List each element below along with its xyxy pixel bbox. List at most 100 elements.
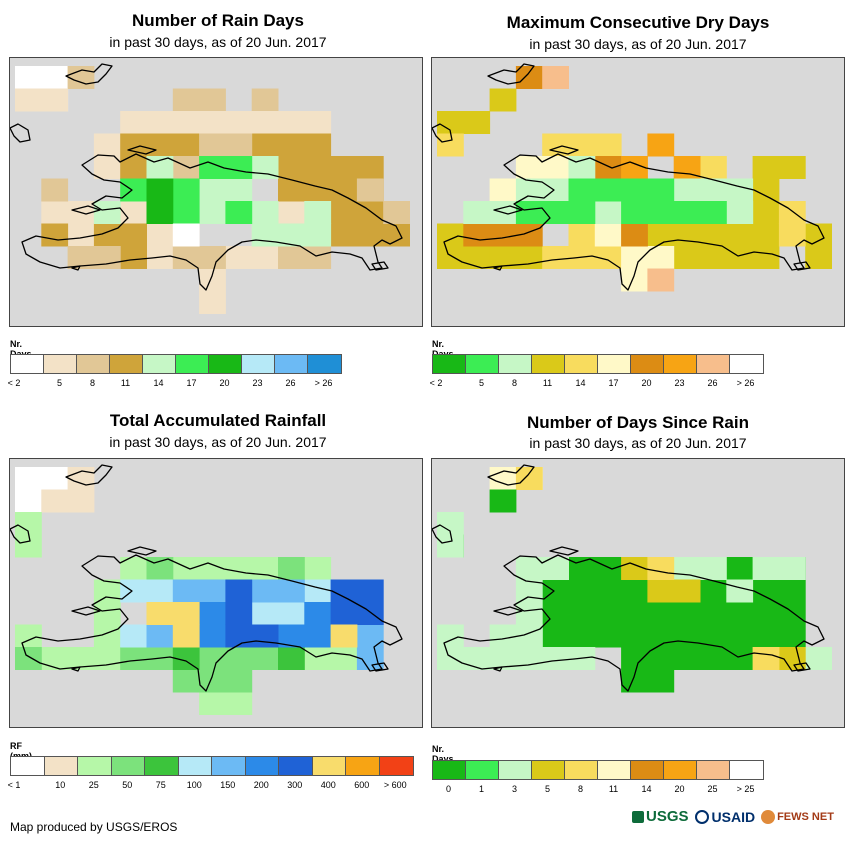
- gonave-coastline: [493, 205, 523, 215]
- map-total-rainfall[interactable]: [9, 458, 423, 728]
- legend-tick-label: 0: [445, 784, 452, 794]
- grid-cell: [199, 692, 253, 715]
- grid-cell: [172, 178, 200, 224]
- grid-cell: [172, 624, 200, 648]
- caicos-coastline: [65, 464, 113, 486]
- legend-tick-label: 14: [641, 784, 652, 794]
- tortuga-coastline: [549, 546, 579, 556]
- saona-coastline: [793, 261, 811, 271]
- grid-cell: [93, 579, 121, 648]
- grid-cell: [805, 223, 832, 269]
- grid-cell: [437, 647, 596, 670]
- grid-cell: [805, 647, 832, 670]
- inagua-coastline: [10, 524, 31, 544]
- grid-cell: [120, 579, 174, 603]
- grid-cell: [41, 647, 121, 670]
- caicos-coastline: [65, 63, 113, 85]
- map-rain-days[interactable]: [9, 57, 423, 327]
- grid-cell: [594, 201, 622, 224]
- grid-cell: [330, 624, 358, 648]
- legend-tick-label: < 2: [429, 378, 443, 388]
- grid-cell: [515, 66, 543, 89]
- legend-tick-label: 3: [511, 784, 518, 794]
- legend-tick-label: 25: [707, 784, 718, 794]
- legend-tick-label: 23: [674, 378, 685, 388]
- map-days-since-rain[interactable]: [431, 458, 845, 728]
- grid-cell: [356, 178, 384, 202]
- grid-cell: [251, 647, 279, 670]
- grid-cell: [199, 624, 226, 648]
- grid-cell: [146, 602, 200, 625]
- legend-swatch: [308, 355, 341, 373]
- legend-tick-label: < 1: [7, 780, 21, 790]
- legend-swatch: [275, 355, 308, 373]
- panel-title: Number of Rain Days: [132, 11, 304, 30]
- legend-swatch: [631, 355, 664, 373]
- usgs-logo: USGS: [632, 808, 689, 825]
- grid-cell: [330, 156, 384, 179]
- legend-swatch: [379, 757, 413, 775]
- legend-swatch: [499, 761, 532, 779]
- legend-tick-label: > 600: [383, 780, 407, 790]
- tortuga-coastline: [549, 145, 579, 155]
- grid-cell: [225, 579, 253, 625]
- panel-subtitle: in past 30 days, as of 20 Jun. 2017: [529, 36, 747, 52]
- grid-cell: [67, 66, 95, 89]
- legend-bar: [432, 760, 764, 780]
- legend-tick-label: 5: [544, 784, 551, 794]
- map-svg: [10, 63, 410, 314]
- legend-tick-label: 600: [354, 780, 370, 790]
- grid-cell: [225, 624, 279, 648]
- hispaniola-coastline: [21, 554, 403, 692]
- legend-swatch: [532, 761, 565, 779]
- legend-ticks: < 1 10 25 50 75 100 150 200 300 400 600 > 600: [7, 780, 412, 792]
- legend-title: Nr. Days: [432, 744, 454, 764]
- grid-cell: [304, 201, 332, 224]
- fewsnet-logo: FEWS NET: [761, 809, 834, 824]
- tortuga-coastline: [127, 145, 157, 155]
- grid-cell: [251, 579, 305, 603]
- grid-cell: [199, 156, 253, 179]
- legend-bar: [432, 354, 764, 374]
- legend-swatch: [11, 757, 45, 775]
- legend-swatch: [44, 355, 77, 373]
- legend-tick-label: 20: [219, 378, 230, 388]
- legend-swatch: [598, 355, 631, 373]
- panel-title: Total Accumulated Rainfall: [109, 411, 327, 430]
- legend-swatch: [111, 757, 145, 775]
- ile-a-vache-coastline: [71, 666, 81, 672]
- legend-swatch: [433, 761, 466, 779]
- panel-subtitle: in past 30 days, as of 20 Jun. 2017: [109, 434, 327, 450]
- grid-cell: [489, 88, 517, 112]
- legend-tick-label: > 25: [736, 784, 755, 794]
- legend-tick-label: 20: [674, 784, 685, 794]
- panel-subtitle: in past 30 days, as of 20 Jun. 2017: [529, 435, 747, 451]
- grid-cell: [542, 66, 569, 89]
- saona-coastline: [371, 261, 389, 271]
- legend-swatch: [11, 355, 44, 373]
- grid-cell: [437, 111, 491, 134]
- legend-tick-label: 8: [511, 378, 518, 388]
- legend-swatch: [697, 761, 730, 779]
- grid-cell: [356, 223, 410, 247]
- grid-cell: [199, 178, 226, 224]
- legend-tick-label: 10: [55, 780, 66, 790]
- grid-cell: [15, 88, 69, 112]
- grid-cell: [752, 156, 806, 179]
- legend-swatch: [466, 355, 499, 373]
- gonave-coastline: [71, 205, 101, 215]
- inagua-coastline: [432, 524, 453, 544]
- usgs-logo-text: USGS: [646, 808, 689, 825]
- legend-swatch: [664, 761, 697, 779]
- legend-swatch: [664, 355, 697, 373]
- legend-swatch: [631, 761, 664, 779]
- grid-cell: [647, 268, 675, 292]
- legend-swatch: [312, 757, 346, 775]
- grid-cell: [621, 246, 648, 292]
- legend-swatch: [145, 757, 179, 775]
- legend-swatch: [178, 757, 212, 775]
- grid-cell: [515, 557, 569, 580]
- grid-cell: [621, 178, 675, 224]
- grid-cell: [15, 647, 42, 670]
- map-dry-days[interactable]: [431, 57, 845, 327]
